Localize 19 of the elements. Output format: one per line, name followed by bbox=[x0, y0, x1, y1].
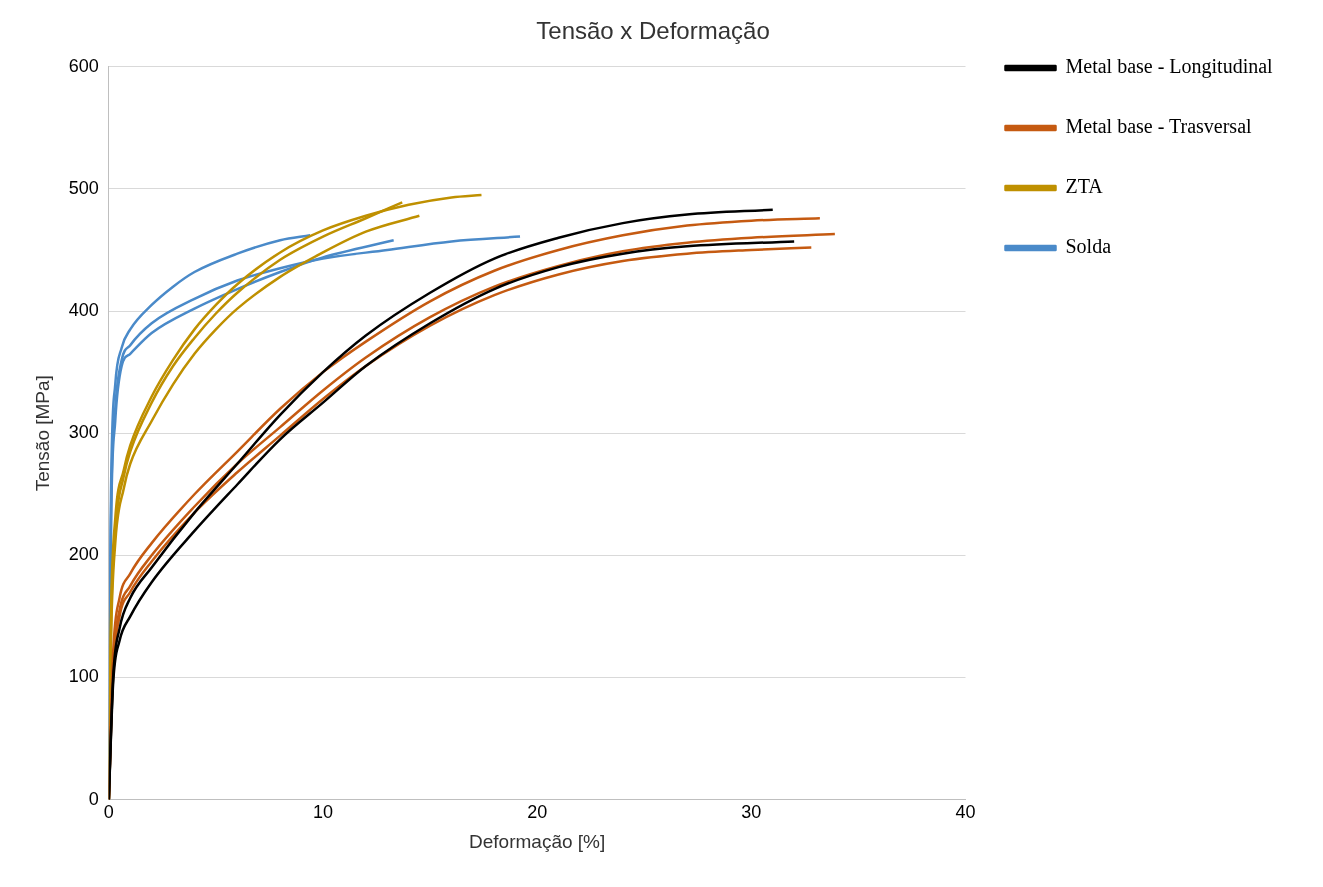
x-tick-label: 10 bbox=[312, 802, 334, 823]
x-axis-title: Deformação [%] bbox=[469, 830, 606, 852]
y-tick-label: 400 bbox=[68, 300, 99, 321]
x-tick-label: 0 bbox=[103, 802, 114, 823]
y-axis-title: Tensão [MPa] bbox=[31, 375, 53, 492]
y-tick-label: 0 bbox=[88, 788, 99, 809]
y-tick-label: 600 bbox=[68, 55, 99, 76]
legend-label: ZTA bbox=[1065, 175, 1104, 198]
legend-label: Solda bbox=[1065, 235, 1112, 258]
legend-label: Metal base - Trasversal bbox=[1065, 115, 1253, 138]
y-tick-label: 500 bbox=[68, 177, 99, 198]
x-tick-label: 20 bbox=[527, 802, 548, 823]
y-tick-label: 100 bbox=[68, 666, 99, 687]
x-tick-label: 30 bbox=[741, 802, 762, 823]
y-tick-label: 300 bbox=[68, 422, 99, 443]
chart-title: Tensão x Deformação bbox=[536, 17, 770, 45]
legend-label: Metal base - Longitudinal bbox=[1065, 55, 1274, 79]
x-tick-label: 40 bbox=[955, 802, 976, 823]
y-tick-label: 200 bbox=[68, 544, 99, 565]
